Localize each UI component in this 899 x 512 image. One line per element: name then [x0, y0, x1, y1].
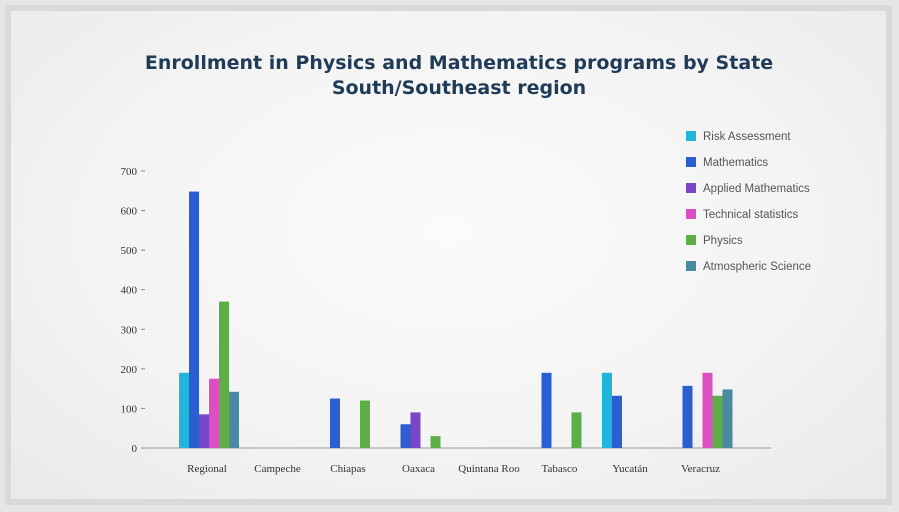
- y-tick-label: 100: [121, 403, 138, 415]
- bar: [602, 372, 612, 448]
- bar: [722, 389, 733, 448]
- y-tick-label: 200: [121, 364, 138, 376]
- legend-label: Risk Assessment: [703, 131, 791, 143]
- bar: [571, 412, 582, 448]
- bar: [712, 395, 723, 448]
- y-tick-label: 300: [121, 324, 138, 336]
- x-tick-label: Chiapas: [330, 463, 365, 475]
- y-tick-label: 700: [121, 166, 138, 178]
- x-tick-label: Yucatán: [612, 463, 648, 475]
- legend-swatch: [686, 261, 696, 271]
- x-tick-label: Regional: [187, 463, 227, 475]
- x-tick-label: Oaxaca: [402, 463, 435, 475]
- y-tick-label: 0: [132, 443, 138, 455]
- bar: [702, 372, 713, 448]
- legend-label: Mathematics: [703, 157, 768, 169]
- x-axis: Regional Campeche Chiapas Oaxaca Quintana Ro…: [187, 463, 720, 475]
- bar: [189, 191, 199, 448]
- chart-title: Enrollment in Physics and Mathematics pr…: [145, 52, 773, 74]
- bar: [682, 385, 693, 448]
- y-tick-label: 500: [121, 245, 138, 257]
- y-axis: 0 100 200 300 400 500 600 700: [121, 166, 771, 455]
- bar: [360, 400, 370, 448]
- legend-label: Applied Mathematics: [703, 183, 810, 195]
- x-tick-label: Campeche: [254, 463, 301, 475]
- chart-panel: Enrollment in Physics and Mathematics pr…: [11, 11, 886, 499]
- bar: [430, 436, 441, 448]
- bar: [179, 372, 189, 448]
- bar: [199, 414, 209, 448]
- y-tick-label: 600: [121, 206, 138, 218]
- legend-label: Technical statistics: [703, 209, 798, 221]
- bar: [410, 412, 421, 448]
- bar: [541, 372, 552, 448]
- bar: [330, 398, 340, 448]
- bar: [209, 378, 219, 448]
- y-tick-label: 400: [121, 285, 138, 297]
- legend-swatch: [686, 157, 696, 167]
- legend-label: Physics: [703, 235, 743, 247]
- legend-swatch: [686, 235, 696, 245]
- bar: [400, 424, 411, 448]
- legend-swatch: [686, 209, 696, 219]
- x-tick-label: Quintana Roo: [458, 463, 520, 475]
- bar: [229, 391, 239, 448]
- x-tick-label: Veracruz: [681, 463, 720, 475]
- chart-subtitle: South/Southeast region: [332, 77, 586, 99]
- legend: Risk Assessment Mathematics Applied Mathem…: [686, 131, 811, 273]
- legend-label: Atmospheric Science: [703, 261, 811, 273]
- legend-swatch: [686, 131, 696, 141]
- legend-swatch: [686, 183, 696, 193]
- x-tick-label: Tabasco: [542, 463, 578, 475]
- bar: [219, 301, 229, 448]
- bar-chart: Enrollment in Physics and Mathematics pr…: [121, 52, 812, 475]
- bar: [612, 395, 622, 448]
- bars-layer: [179, 191, 733, 448]
